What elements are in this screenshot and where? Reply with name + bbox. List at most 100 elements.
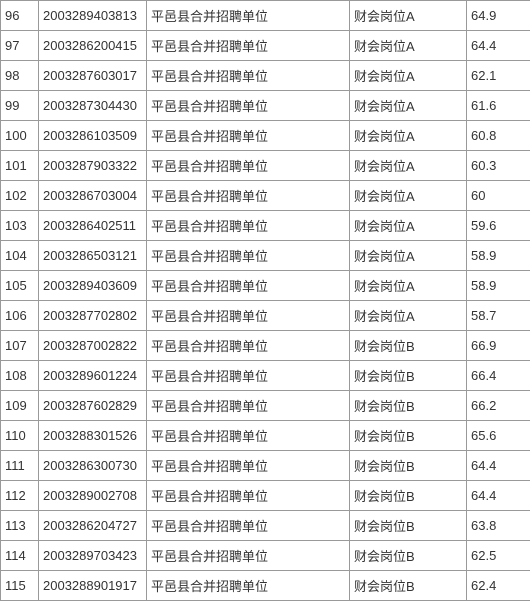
table-row: 1072003287002822平邑县合并招聘单位财会岗位B66.9 bbox=[1, 331, 530, 361]
cell-pos: 财会岗位A bbox=[350, 121, 467, 151]
cell-idx: 113 bbox=[1, 511, 39, 541]
cell-score: 64.4 bbox=[467, 481, 530, 511]
cell-idx: 98 bbox=[1, 61, 39, 91]
cell-idx: 101 bbox=[1, 151, 39, 181]
cell-unit: 平邑县合并招聘单位 bbox=[147, 61, 350, 91]
cell-id: 2003286103509 bbox=[39, 121, 147, 151]
cell-id: 2003288301526 bbox=[39, 421, 147, 451]
cell-score: 66.2 bbox=[467, 391, 530, 421]
cell-idx: 96 bbox=[1, 1, 39, 31]
cell-idx: 112 bbox=[1, 481, 39, 511]
cell-id: 2003286703004 bbox=[39, 181, 147, 211]
cell-score: 59.6 bbox=[467, 211, 530, 241]
cell-unit: 平邑县合并招聘单位 bbox=[147, 211, 350, 241]
cell-pos: 财会岗位B bbox=[350, 481, 467, 511]
cell-pos: 财会岗位A bbox=[350, 241, 467, 271]
cell-id: 2003287602829 bbox=[39, 391, 147, 421]
table-row: 962003289403813平邑县合并招聘单位财会岗位A64.9 bbox=[1, 1, 530, 31]
cell-id: 2003289403813 bbox=[39, 1, 147, 31]
cell-id: 2003289601224 bbox=[39, 361, 147, 391]
cell-idx: 107 bbox=[1, 331, 39, 361]
cell-unit: 平邑县合并招聘单位 bbox=[147, 541, 350, 571]
cell-id: 2003286204727 bbox=[39, 511, 147, 541]
cell-idx: 115 bbox=[1, 571, 39, 601]
cell-score: 58.7 bbox=[467, 301, 530, 331]
cell-pos: 财会岗位B bbox=[350, 571, 467, 601]
cell-idx: 110 bbox=[1, 421, 39, 451]
cell-pos: 财会岗位A bbox=[350, 151, 467, 181]
cell-id: 2003289703423 bbox=[39, 541, 147, 571]
cell-score: 64.9 bbox=[467, 1, 530, 31]
cell-unit: 平邑县合并招聘单位 bbox=[147, 361, 350, 391]
cell-idx: 102 bbox=[1, 181, 39, 211]
cell-id: 2003289403609 bbox=[39, 271, 147, 301]
table-row: 1012003287903322平邑县合并招聘单位财会岗位A60.3 bbox=[1, 151, 530, 181]
cell-score: 58.9 bbox=[467, 241, 530, 271]
cell-idx: 109 bbox=[1, 391, 39, 421]
cell-pos: 财会岗位B bbox=[350, 421, 467, 451]
cell-unit: 平邑县合并招聘单位 bbox=[147, 91, 350, 121]
cell-pos: 财会岗位B bbox=[350, 331, 467, 361]
table-row: 982003287603017平邑县合并招聘单位财会岗位A62.1 bbox=[1, 61, 530, 91]
cell-unit: 平邑县合并招聘单位 bbox=[147, 421, 350, 451]
cell-unit: 平邑县合并招聘单位 bbox=[147, 241, 350, 271]
cell-score: 66.9 bbox=[467, 331, 530, 361]
cell-idx: 114 bbox=[1, 541, 39, 571]
cell-score: 60 bbox=[467, 181, 530, 211]
cell-score: 62.5 bbox=[467, 541, 530, 571]
cell-id: 2003287002822 bbox=[39, 331, 147, 361]
table-row: 1062003287702802平邑县合并招聘单位财会岗位A58.7 bbox=[1, 301, 530, 331]
table-row: 1032003286402511平邑县合并招聘单位财会岗位A59.6 bbox=[1, 211, 530, 241]
cell-unit: 平邑县合并招聘单位 bbox=[147, 1, 350, 31]
cell-id: 2003289002708 bbox=[39, 481, 147, 511]
table-row: 1042003286503121平邑县合并招聘单位财会岗位A58.9 bbox=[1, 241, 530, 271]
cell-score: 66.4 bbox=[467, 361, 530, 391]
cell-unit: 平邑县合并招聘单位 bbox=[147, 511, 350, 541]
cell-id: 2003287903322 bbox=[39, 151, 147, 181]
table-row: 1082003289601224平邑县合并招聘单位财会岗位B66.4 bbox=[1, 361, 530, 391]
table-row: 1052003289403609平邑县合并招聘单位财会岗位A58.9 bbox=[1, 271, 530, 301]
cell-unit: 平邑县合并招聘单位 bbox=[147, 271, 350, 301]
cell-unit: 平邑县合并招聘单位 bbox=[147, 121, 350, 151]
cell-id: 2003286200415 bbox=[39, 31, 147, 61]
cell-unit: 平邑县合并招聘单位 bbox=[147, 481, 350, 511]
cell-id: 2003288901917 bbox=[39, 571, 147, 601]
cell-idx: 106 bbox=[1, 301, 39, 331]
data-table: 962003289403813平邑县合并招聘单位财会岗位A64.99720032… bbox=[0, 0, 530, 601]
table-row: 1142003289703423平邑县合并招聘单位财会岗位B62.5 bbox=[1, 541, 530, 571]
cell-id: 2003287702802 bbox=[39, 301, 147, 331]
cell-id: 2003286503121 bbox=[39, 241, 147, 271]
cell-unit: 平邑县合并招聘单位 bbox=[147, 151, 350, 181]
cell-pos: 财会岗位A bbox=[350, 301, 467, 331]
cell-unit: 平邑县合并招聘单位 bbox=[147, 31, 350, 61]
cell-score: 60.3 bbox=[467, 151, 530, 181]
cell-unit: 平邑县合并招聘单位 bbox=[147, 181, 350, 211]
cell-pos: 财会岗位B bbox=[350, 391, 467, 421]
table-row: 1132003286204727平邑县合并招聘单位财会岗位B63.8 bbox=[1, 511, 530, 541]
cell-idx: 99 bbox=[1, 91, 39, 121]
table-row: 1092003287602829平邑县合并招聘单位财会岗位B66.2 bbox=[1, 391, 530, 421]
cell-pos: 财会岗位A bbox=[350, 31, 467, 61]
cell-idx: 111 bbox=[1, 451, 39, 481]
cell-pos: 财会岗位A bbox=[350, 1, 467, 31]
cell-idx: 104 bbox=[1, 241, 39, 271]
cell-pos: 财会岗位A bbox=[350, 91, 467, 121]
cell-score: 62.1 bbox=[467, 61, 530, 91]
cell-id: 2003287603017 bbox=[39, 61, 147, 91]
table-row: 972003286200415平邑县合并招聘单位财会岗位A64.4 bbox=[1, 31, 530, 61]
cell-pos: 财会岗位B bbox=[350, 511, 467, 541]
table-row: 1112003286300730平邑县合并招聘单位财会岗位B64.4 bbox=[1, 451, 530, 481]
cell-unit: 平邑县合并招聘单位 bbox=[147, 451, 350, 481]
cell-idx: 105 bbox=[1, 271, 39, 301]
cell-score: 62.4 bbox=[467, 571, 530, 601]
table-row: 992003287304430平邑县合并招聘单位财会岗位A61.6 bbox=[1, 91, 530, 121]
cell-pos: 财会岗位B bbox=[350, 451, 467, 481]
table-row: 1002003286103509平邑县合并招聘单位财会岗位A60.8 bbox=[1, 121, 530, 151]
table-row: 1022003286703004平邑县合并招聘单位财会岗位A60 bbox=[1, 181, 530, 211]
cell-id: 2003286300730 bbox=[39, 451, 147, 481]
cell-id: 2003287304430 bbox=[39, 91, 147, 121]
cell-score: 60.8 bbox=[467, 121, 530, 151]
cell-pos: 财会岗位B bbox=[350, 541, 467, 571]
cell-unit: 平邑县合并招聘单位 bbox=[147, 301, 350, 331]
cell-score: 63.8 bbox=[467, 511, 530, 541]
